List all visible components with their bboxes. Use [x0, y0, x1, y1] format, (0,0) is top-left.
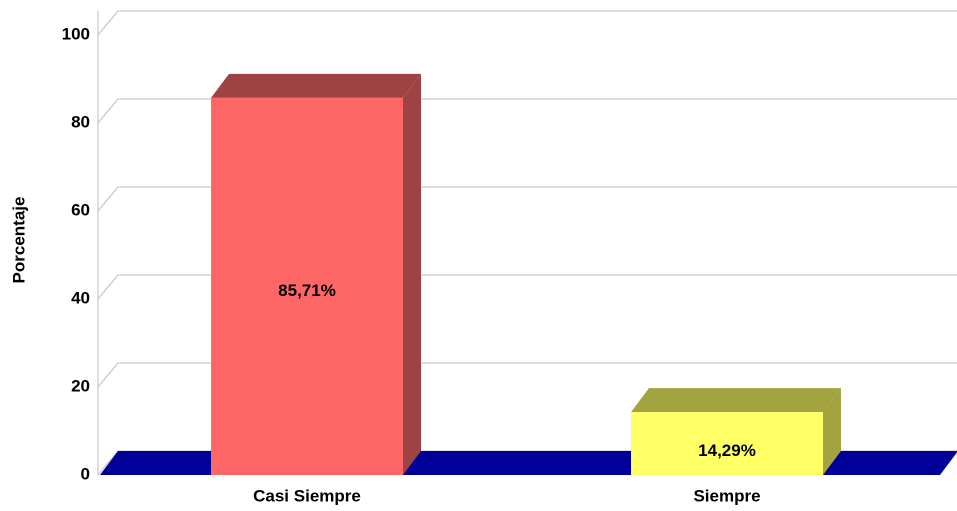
- y-tick-label: 60: [71, 200, 90, 219]
- y-tick-label: 80: [71, 112, 90, 131]
- x-tick-label: Siempre: [693, 486, 760, 505]
- y-axis-label: Porcentaje: [9, 197, 28, 284]
- y-tick-label: 40: [71, 288, 90, 307]
- grid-line: [97, 98, 957, 124]
- grid-line: [97, 362, 957, 388]
- value-label: 14,29%: [698, 441, 756, 460]
- grid-line: [97, 186, 957, 212]
- grid-line: [97, 10, 957, 36]
- x-tick-label: Casi Siempre: [253, 486, 361, 505]
- bar-top: [211, 73, 421, 98]
- bar-side: [823, 388, 841, 475]
- y-tick-label: 100: [62, 24, 90, 43]
- grid-line: [97, 274, 957, 300]
- y-tick-label: 0: [81, 464, 90, 483]
- bar-top: [631, 388, 841, 413]
- bar: [211, 97, 403, 475]
- y-tick-label: 20: [71, 376, 90, 395]
- bar: [631, 412, 823, 475]
- bar-side: [403, 73, 421, 475]
- value-label: 85,71%: [278, 281, 336, 300]
